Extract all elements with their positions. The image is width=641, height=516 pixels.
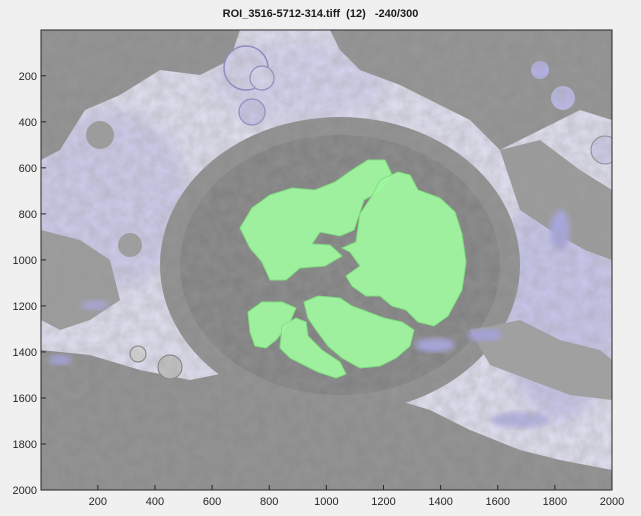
y-tick-label: 1800 (13, 439, 37, 451)
y-tick-label: 1400 (13, 347, 37, 359)
x-tick-label: 1600 (486, 496, 510, 508)
segmentation-overlay (239, 159, 467, 379)
x-tick-label: 1000 (314, 496, 338, 508)
y-tick-label: 200 (19, 71, 37, 83)
x-tick-label: 2000 (600, 496, 624, 508)
y-tick-label: 1200 (13, 301, 37, 313)
y-axis-ticks: 200 400 600 800 1000 1200 1400 1600 1800 2000 (13, 71, 46, 497)
y-tick-label: 600 (19, 163, 37, 175)
y-tick-label: 800 (19, 209, 37, 221)
x-tick-label: 400 (146, 496, 164, 508)
x-tick-label: 1400 (428, 496, 452, 508)
x-tick-label: 1800 (543, 496, 567, 508)
micrograph-image[interactable] (30, 30, 620, 490)
y-tick-label: 400 (19, 117, 37, 129)
x-tick-label: 200 (89, 496, 107, 508)
figure-title: ROI_3516-5712-314.tiff (12) -240/300 (222, 8, 419, 20)
x-tick-label: 800 (260, 496, 278, 508)
y-tick-label: 1600 (13, 393, 37, 405)
x-tick-label: 600 (203, 496, 221, 508)
y-tick-label: 1000 (13, 255, 37, 267)
y-tick-label: 2000 (13, 485, 37, 497)
x-tick-label: 1200 (371, 496, 395, 508)
x-axis-ticks: 200 400 600 800 1000 1200 1400 1600 1800 2000 (89, 485, 624, 508)
